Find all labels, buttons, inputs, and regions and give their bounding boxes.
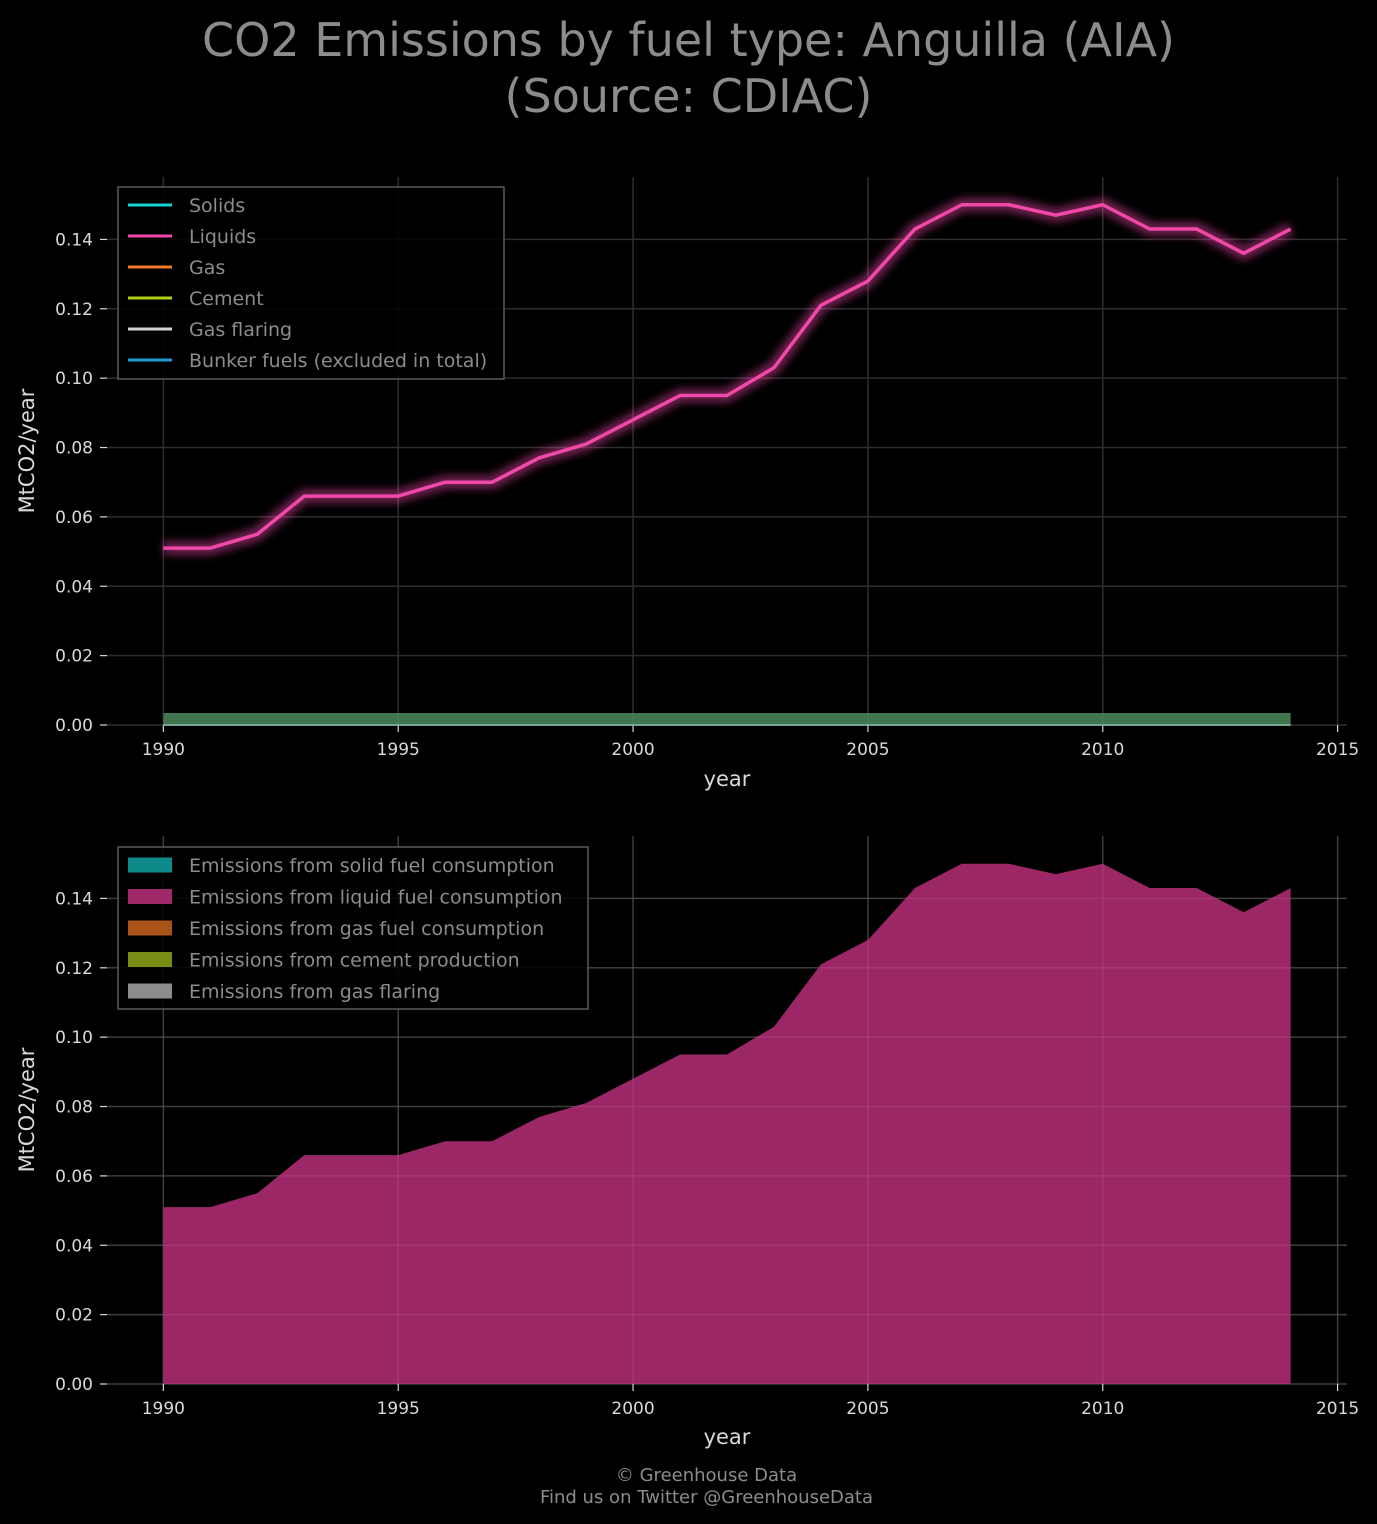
x-tick-label: 2010	[1081, 1399, 1124, 1419]
legend-label-3: Emissions from cement production	[189, 950, 520, 972]
legend-label-4: Gas flaring	[189, 319, 292, 341]
legend-swatch-2	[128, 920, 172, 936]
footer: © Greenhouse Data Find us on Twitter @Gr…	[0, 1465, 1377, 1509]
x-tick-label: 2015	[1316, 1399, 1359, 1419]
legend-swatch-3	[128, 952, 172, 967]
legend-label-2: Emissions from gas fuel consumption	[189, 918, 544, 940]
x-tick-label: 2010	[1081, 740, 1124, 760]
legend: Emissions from solid fuel consumption Emi…	[117, 846, 589, 1010]
y-tick-label: 0.14	[55, 889, 93, 909]
x-tick-label: 1995	[377, 740, 420, 760]
legend-label-5: Bunker fuels (excluded in total)	[189, 350, 487, 372]
x-tick-label: 2000	[611, 1399, 654, 1419]
emissions-area-chart: 0.00 0.02 0.04 0.06 0.08 0.10 0.12 0.14 1990 1995…	[15, 836, 1359, 1449]
y-tick-label: 0.00	[55, 1375, 93, 1395]
legend: Solids Liquids Gas Cement Gas flaring Bunker …	[117, 186, 505, 380]
legend-frame	[117, 186, 505, 380]
y-tick-label: 0.06	[55, 1167, 93, 1187]
legend-label-4: Emissions from gas flaring	[189, 981, 440, 1003]
legend-label-0: Emissions from solid fuel consumption	[189, 855, 555, 877]
y-tick-label: 0.02	[55, 1306, 93, 1326]
x-axis-label: year	[704, 767, 751, 791]
y-tick-label: 0.02	[55, 647, 93, 667]
x-tick-label: 2005	[846, 1399, 889, 1419]
y-tick-label: 0.08	[55, 1098, 93, 1118]
legend-frame	[117, 846, 589, 1010]
y-tick-label: 0.08	[55, 439, 93, 459]
y-tick-label: 0.04	[55, 1236, 93, 1256]
x-tick-label: 2000	[611, 740, 654, 760]
legend-swatch-5	[128, 358, 172, 362]
y-tick-label: 0.04	[55, 577, 93, 597]
y-tick-label: 0.00	[55, 716, 93, 736]
legend-swatch-0	[128, 203, 172, 207]
legend-label-1: Liquids	[189, 226, 256, 248]
y-tick-label: 0.10	[55, 1028, 93, 1048]
legend-label-0: Solids	[189, 195, 245, 217]
y-tick-label: 0.06	[55, 508, 93, 528]
legend-swatch-3	[128, 296, 172, 300]
legend-swatch-0	[128, 857, 172, 873]
legend-swatch-4	[128, 327, 172, 331]
footer-copyright: © Greenhouse Data	[615, 1465, 798, 1486]
legend-swatch-1	[128, 234, 172, 238]
x-tick-label: 1990	[142, 1399, 185, 1419]
legend-label-3: Cement	[189, 288, 264, 310]
series-area-1	[163, 863, 1291, 1384]
legend-swatch-4	[128, 983, 172, 999]
emissions-line-chart: 0.00 0.02 0.04 0.06 0.08 0.10 0.12 0.14 1990 1995…	[15, 177, 1359, 791]
x-tick-label: 2005	[846, 740, 889, 760]
x-tick-label: 2015	[1316, 740, 1359, 760]
legend-swatch-1	[128, 889, 172, 904]
y-tick-label: 0.10	[55, 369, 93, 389]
legend-label-1: Emissions from liquid fuel consumption	[189, 887, 563, 909]
chart-title: CO2 Emissions by fuel type: Anguilla (AI…	[0, 12, 1377, 124]
legend-swatch-2	[128, 265, 172, 269]
y-tick-label: 0.14	[55, 230, 93, 250]
footer-twitter: Find us on Twitter @GreenhouseData	[539, 1487, 874, 1508]
y-tick-label: 0.12	[55, 300, 93, 320]
legend-label-2: Gas	[189, 257, 225, 279]
x-tick-label: 1990	[142, 740, 185, 760]
x-axis-label: year	[704, 1425, 751, 1449]
chart-title-line-1: CO2 Emissions by fuel type: Anguilla (AI…	[202, 13, 1175, 67]
zero-series-band	[163, 713, 1291, 725]
y-axis-label: MtCO2/year	[15, 1047, 39, 1172]
y-axis-label: MtCO2/year	[15, 388, 39, 513]
x-tick-label: 1995	[377, 1399, 420, 1419]
chart-title-line-2: (Source: CDIAC)	[504, 69, 873, 123]
y-tick-label: 0.12	[55, 959, 93, 979]
